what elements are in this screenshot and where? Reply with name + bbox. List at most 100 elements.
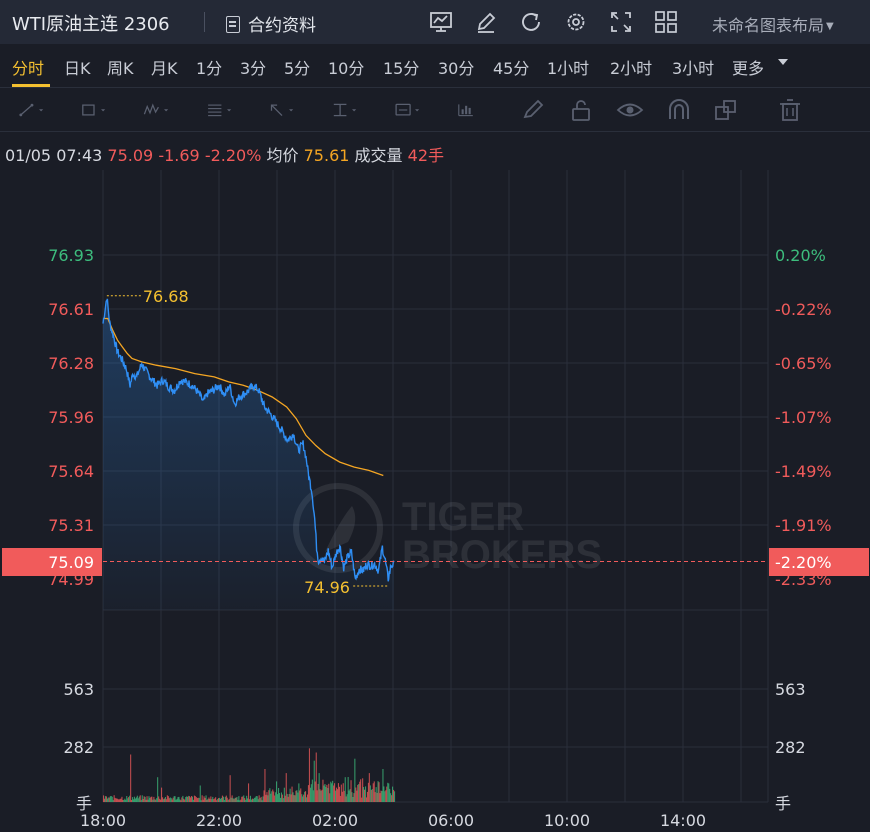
- volume-bar: [347, 777, 349, 802]
- rectangle-icon[interactable]: [80, 98, 108, 122]
- period-tab-15min[interactable]: 15分: [383, 59, 420, 78]
- volume-bar: [369, 785, 371, 802]
- fib-icon[interactable]: [206, 98, 234, 122]
- volume-bar: [313, 760, 315, 802]
- refresh-icon[interactable]: [518, 9, 544, 35]
- volume-bar: [150, 796, 152, 802]
- volume-bar: [224, 796, 226, 802]
- volume-bar: [364, 789, 366, 802]
- volume-bar: [187, 796, 189, 802]
- contract-info-button[interactable]: 合约资料: [226, 11, 316, 36]
- trend-line-icon[interactable]: [18, 98, 46, 122]
- caret-down-icon: ▼: [826, 21, 834, 32]
- volume-bar: [181, 797, 183, 802]
- volume-bar: [130, 754, 132, 802]
- period-tab-3h[interactable]: 3小时: [672, 59, 715, 78]
- period-tab-more[interactable]: 更多: [732, 59, 765, 78]
- volume-bar: [157, 777, 159, 802]
- period-tab-45min[interactable]: 45分: [493, 59, 530, 78]
- volume-bar: [259, 798, 261, 802]
- volume-bar: [266, 792, 268, 802]
- volume-bar: [169, 797, 171, 802]
- volume-bar: [326, 784, 328, 802]
- volume-bar: [139, 795, 141, 802]
- volume-bar: [209, 798, 211, 802]
- trash-icon[interactable]: [776, 98, 804, 122]
- current-pct-label: -2.20%: [775, 553, 832, 572]
- volume-bar: [341, 791, 343, 802]
- volume-bar: [175, 799, 177, 802]
- volume-bar: [107, 797, 109, 802]
- volume-bar: [193, 795, 195, 802]
- intraday-chart[interactable]: TIGER BROKERS 76.68 74.96 76.93 76.61 76.28…: [0, 170, 870, 832]
- arrow-icon[interactable]: [268, 98, 296, 122]
- volume-bar: [278, 793, 280, 802]
- period-tab-1min[interactable]: 1分: [196, 59, 223, 78]
- volume-bar: [189, 796, 191, 802]
- volume-bar: [310, 784, 312, 802]
- fullscreen-icon[interactable]: [608, 9, 634, 35]
- volume-bar: [280, 792, 282, 802]
- settings-icon[interactable]: [563, 9, 589, 35]
- measure-icon[interactable]: [456, 98, 484, 122]
- text-tool-icon[interactable]: [331, 98, 359, 122]
- volume-bar: [317, 783, 319, 802]
- volume-bar: [183, 798, 185, 802]
- magnet-icon[interactable]: [665, 98, 693, 122]
- volume-bar: [164, 797, 166, 802]
- volume-bar: [103, 795, 105, 802]
- volume-bar: [106, 798, 108, 802]
- layout-label: 未命名图表布局: [712, 16, 825, 35]
- volume-bar: [255, 796, 257, 802]
- volume-bar: [244, 798, 246, 802]
- volume-bar: [145, 799, 147, 802]
- period-tab-day[interactable]: 日K: [64, 59, 91, 78]
- volume-bar: [239, 800, 241, 802]
- pct-tick-label: -0.65%: [775, 354, 832, 373]
- wave-icon[interactable]: [143, 98, 171, 122]
- period-tab-5min[interactable]: 5分: [284, 59, 311, 78]
- brush-icon[interactable]: [520, 98, 548, 122]
- period-tab-10min[interactable]: 10分: [328, 59, 365, 78]
- period-tab-2h[interactable]: 2小时: [610, 59, 653, 78]
- volume-bar: [323, 785, 325, 802]
- period-tab-1h[interactable]: 1小时: [547, 59, 590, 78]
- period-tab-3min[interactable]: 3分: [240, 59, 267, 78]
- period-tab-month[interactable]: 月K: [151, 59, 178, 78]
- volume-bar: [382, 769, 384, 802]
- volume-bar: [334, 783, 336, 802]
- volume-bar: [249, 799, 251, 802]
- volume-bar: [237, 799, 239, 802]
- label-icon[interactable]: [394, 98, 422, 122]
- volume-bar: [284, 795, 286, 802]
- period-tab-week[interactable]: 周K: [107, 59, 134, 78]
- grid-layout-icon[interactable]: [653, 9, 679, 35]
- volume-bar: [160, 799, 162, 802]
- eye-icon[interactable]: [616, 98, 644, 122]
- volume-bar: [155, 799, 157, 802]
- volume-bar: [249, 795, 251, 802]
- lock-icon[interactable]: [568, 98, 596, 122]
- high-price-label: 76.68: [143, 287, 189, 306]
- volume-bar: [289, 788, 291, 802]
- volume-bar: [287, 796, 289, 802]
- volume-bar: [137, 798, 139, 802]
- period-tab-intraday[interactable]: 分时: [12, 59, 45, 78]
- volume-bar: [257, 799, 259, 802]
- instrument-title[interactable]: WTI原油主连 2306: [12, 14, 170, 35]
- volume-bar: [387, 782, 389, 802]
- volume-bar: [262, 796, 264, 802]
- layout-dropdown[interactable]: 未命名图表布局 ▼: [712, 12, 834, 36]
- volume-bar: [256, 796, 258, 802]
- volume-value: 42手: [407, 146, 445, 165]
- volume-bar: [336, 787, 338, 802]
- current-price-badge: [2, 548, 102, 576]
- indicator-icon[interactable]: [428, 9, 454, 35]
- quote-price: 75.09: [107, 146, 154, 165]
- volume-bar: [220, 797, 222, 802]
- layers-icon[interactable]: [712, 98, 740, 122]
- more-caret-icon[interactable]: [778, 59, 788, 65]
- period-tab-30min[interactable]: 30分: [438, 59, 475, 78]
- draw-pen-icon[interactable]: [473, 9, 499, 35]
- x-tick-label: 10:00: [544, 811, 590, 830]
